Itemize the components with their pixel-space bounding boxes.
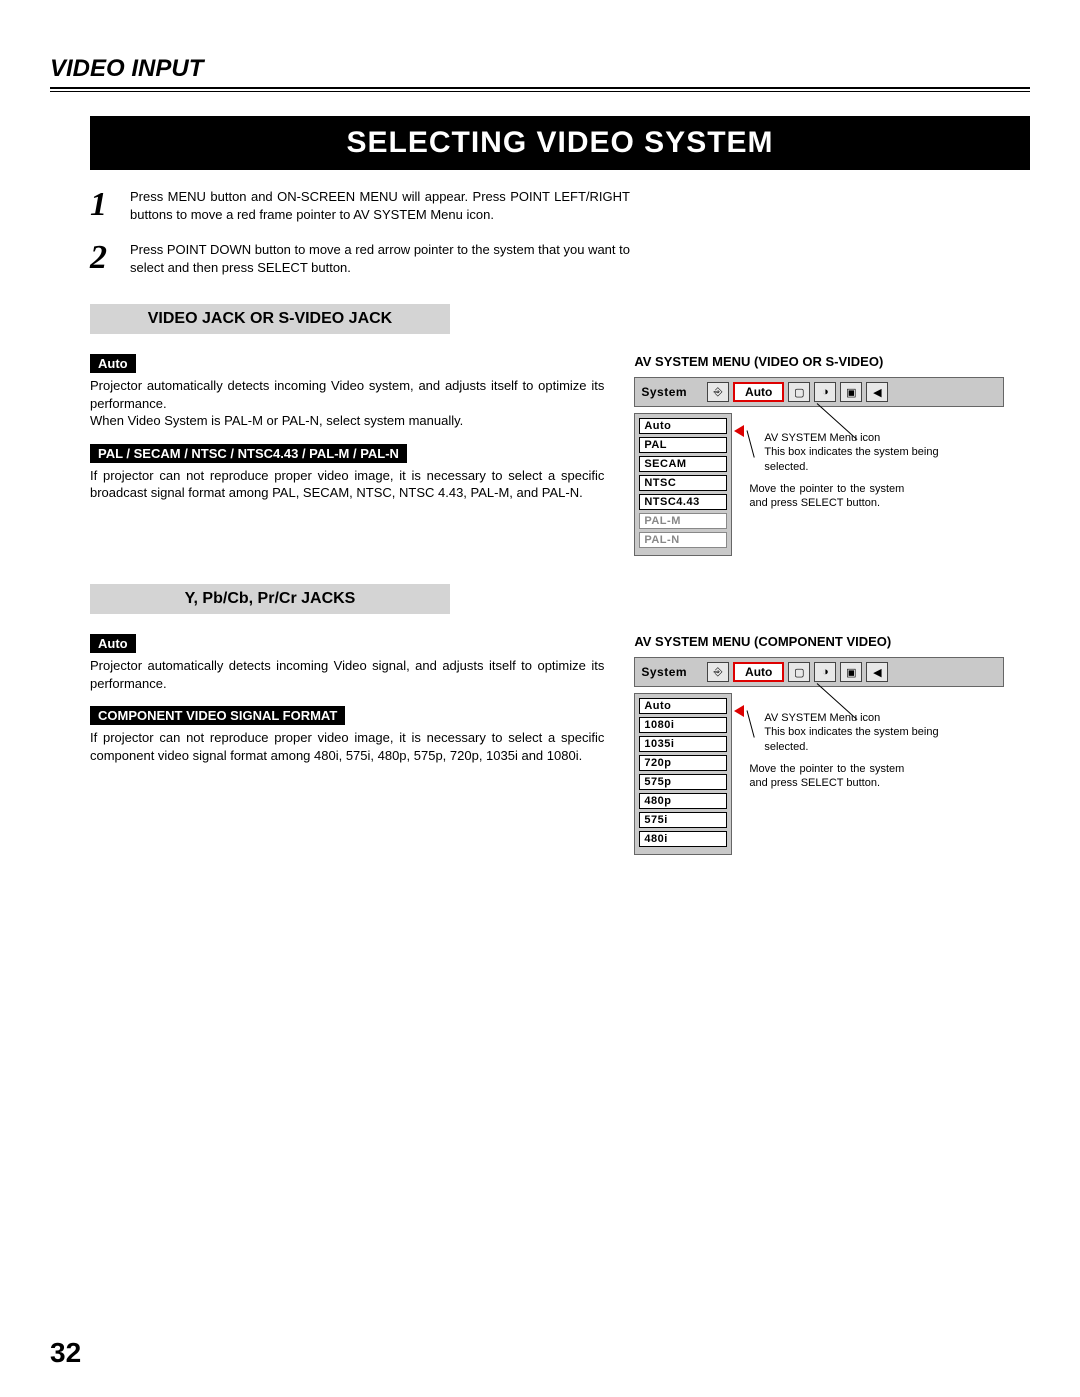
dd-item[interactable]: Auto bbox=[639, 698, 727, 714]
annot-line bbox=[747, 711, 755, 738]
input-icon[interactable]: ⎆ bbox=[707, 382, 729, 402]
formats-text: If projector can not reproduce proper vi… bbox=[90, 729, 604, 764]
auto-label: Auto bbox=[90, 634, 136, 653]
dd-item[interactable]: SECAM bbox=[639, 456, 727, 472]
menu1-title: AV SYSTEM MENU (VIDEO OR S-VIDEO) bbox=[634, 354, 1030, 369]
menu2-dropdown: Auto 1080i 1035i 720p 575p 480p 575i 480… bbox=[634, 693, 732, 855]
dd-item[interactable]: NTSC4.43 bbox=[639, 494, 727, 510]
formats-label: COMPONENT VIDEO SIGNAL FORMAT bbox=[90, 706, 345, 725]
system-label: System bbox=[641, 385, 687, 399]
screen-icon[interactable]: ▣ bbox=[840, 382, 862, 402]
section1-left: Auto Projector automatically detects inc… bbox=[90, 354, 604, 556]
selected-box[interactable]: Auto bbox=[733, 382, 784, 402]
system-label: System bbox=[641, 665, 687, 679]
auto-text: Projector automatically detects incoming… bbox=[90, 657, 604, 692]
step-num: 1 bbox=[90, 188, 130, 223]
section2-left: Auto Projector automatically detects inc… bbox=[90, 634, 604, 855]
main-banner: SELECTING VIDEO SYSTEM bbox=[90, 116, 1030, 170]
dd-item[interactable]: PAL bbox=[639, 437, 727, 453]
dd-item[interactable]: 480i bbox=[639, 831, 727, 847]
formats-text: If projector can not reproduce proper vi… bbox=[90, 467, 604, 502]
menu2-bar: System ⎆ Auto ▢ ◑ ▣ ◀ bbox=[634, 657, 1004, 687]
annot-line bbox=[747, 431, 755, 458]
selected-box[interactable]: Auto bbox=[733, 662, 784, 682]
section2-right: AV SYSTEM MENU (COMPONENT VIDEO) System … bbox=[634, 634, 1030, 855]
header-title: VIDEO INPUT bbox=[50, 55, 1030, 83]
annot-text: AV SYSTEM Menu icon This box indicates t… bbox=[764, 431, 964, 474]
menu1-dropdown: Auto PAL SECAM NTSC NTSC4.43 PAL-M PAL-N bbox=[634, 413, 732, 556]
pointer-icon bbox=[734, 705, 744, 717]
formats-label: PAL / SECAM / NTSC / NTSC4.43 / PAL-M / … bbox=[90, 444, 407, 463]
annot-text: Move the pointer to the system and press… bbox=[749, 762, 904, 791]
dd-item[interactable]: 1080i bbox=[639, 717, 727, 733]
dd-item-disabled: PAL-N bbox=[639, 532, 727, 548]
page-number: 32 bbox=[50, 1337, 81, 1369]
steps-block: 1 Press MENU button and ON-SCREEN MENU w… bbox=[90, 188, 630, 276]
step-2: 2 Press POINT DOWN button to move a red … bbox=[90, 241, 630, 276]
menu1-bar: System ⎆ Auto ▢ ◑ ▣ ◀ bbox=[634, 377, 1004, 407]
step-text: Press POINT DOWN button to move a red ar… bbox=[130, 241, 630, 276]
pointer-icon bbox=[734, 425, 744, 437]
dd-item[interactable]: 575i bbox=[639, 812, 727, 828]
dd-item[interactable]: 720p bbox=[639, 755, 727, 771]
auto-label: Auto bbox=[90, 354, 136, 373]
image-icon[interactable]: ◑ bbox=[814, 662, 836, 682]
step-num: 2 bbox=[90, 241, 130, 276]
auto-text: Projector automatically detects incoming… bbox=[90, 377, 604, 430]
dd-item[interactable]: 575p bbox=[639, 774, 727, 790]
dd-item-disabled: PAL-M bbox=[639, 513, 727, 529]
input-icon[interactable]: ⎆ bbox=[707, 662, 729, 682]
annot-text: AV SYSTEM Menu icon This box indicates t… bbox=[764, 711, 964, 754]
section1-heading: VIDEO JACK OR S-VIDEO JACK bbox=[90, 304, 450, 334]
step-text: Press MENU button and ON-SCREEN MENU wil… bbox=[130, 188, 630, 223]
annot-text: Move the pointer to the system and press… bbox=[749, 482, 904, 511]
step-1: 1 Press MENU button and ON-SCREEN MENU w… bbox=[90, 188, 630, 223]
section1-right: AV SYSTEM MENU (VIDEO OR S-VIDEO) System… bbox=[634, 354, 1030, 556]
header-rule bbox=[50, 87, 1030, 89]
image-icon[interactable]: ◑ bbox=[814, 382, 836, 402]
menu2-title: AV SYSTEM MENU (COMPONENT VIDEO) bbox=[634, 634, 1030, 649]
display-icon[interactable]: ▢ bbox=[788, 382, 810, 402]
dd-item[interactable]: 1035i bbox=[639, 736, 727, 752]
menu2-box: System ⎆ Auto ▢ ◑ ▣ ◀ Auto 1080i 1035i 7… bbox=[634, 657, 1030, 855]
dd-item[interactable]: Auto bbox=[639, 418, 727, 434]
display-icon[interactable]: ▢ bbox=[788, 662, 810, 682]
sound-icon[interactable]: ◀ bbox=[866, 382, 888, 402]
sound-icon[interactable]: ◀ bbox=[866, 662, 888, 682]
section2-heading: Y, Pb/Cb, Pr/Cr JACKS bbox=[90, 584, 450, 614]
screen-icon[interactable]: ▣ bbox=[840, 662, 862, 682]
dd-item[interactable]: 480p bbox=[639, 793, 727, 809]
header-rule-thin bbox=[50, 91, 1030, 92]
dd-item[interactable]: NTSC bbox=[639, 475, 727, 491]
menu1-box: System ⎆ Auto ▢ ◑ ▣ ◀ Auto PAL SECAM NTS… bbox=[634, 377, 1030, 556]
